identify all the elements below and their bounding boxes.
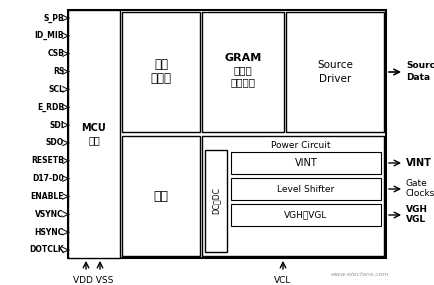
Text: S_PB: S_PB bbox=[43, 13, 64, 23]
Text: 晶振: 晶振 bbox=[154, 190, 168, 203]
Text: SDO: SDO bbox=[46, 139, 64, 147]
Bar bbox=[202, 136, 384, 256]
Bar bbox=[68, 10, 386, 258]
Text: Source: Source bbox=[406, 62, 434, 70]
Text: SCL: SCL bbox=[48, 85, 64, 94]
Text: 接口: 接口 bbox=[88, 135, 100, 145]
Bar bbox=[231, 152, 381, 174]
Bar bbox=[286, 12, 384, 132]
Text: VINT: VINT bbox=[406, 158, 432, 168]
Text: Level Shifter: Level Shifter bbox=[277, 184, 335, 194]
Text: 地址: 地址 bbox=[154, 58, 168, 72]
Text: ENABLE: ENABLE bbox=[30, 192, 64, 201]
Text: Clocks: Clocks bbox=[406, 190, 434, 198]
Text: （图像: （图像 bbox=[233, 65, 253, 75]
Text: ID_MIB: ID_MIB bbox=[34, 31, 64, 40]
Text: VGL: VGL bbox=[406, 215, 426, 225]
Bar bbox=[122, 12, 200, 132]
Text: VGH: VGH bbox=[406, 205, 428, 215]
Text: 存储器）: 存储器） bbox=[230, 77, 256, 87]
Text: DOTCLK: DOTCLK bbox=[30, 245, 64, 255]
Text: Source: Source bbox=[317, 60, 353, 70]
Text: D17-D0: D17-D0 bbox=[32, 174, 64, 183]
Bar bbox=[205, 150, 227, 252]
Text: RESETB: RESETB bbox=[31, 156, 64, 165]
Text: 发生器: 发生器 bbox=[151, 72, 171, 86]
Bar bbox=[202, 12, 284, 132]
Text: RS: RS bbox=[53, 67, 64, 76]
Text: E_RDB: E_RDB bbox=[37, 103, 64, 112]
Text: VGH，VGL: VGH，VGL bbox=[284, 211, 328, 219]
Text: CSB: CSB bbox=[47, 49, 64, 58]
Text: VDD VSS: VDD VSS bbox=[73, 276, 113, 285]
Text: DC－DC: DC－DC bbox=[211, 188, 220, 214]
Text: SDI: SDI bbox=[49, 121, 64, 130]
Text: VSYNC: VSYNC bbox=[35, 210, 64, 219]
Text: Data: Data bbox=[406, 74, 430, 82]
Text: www.elecfans.com: www.elecfans.com bbox=[331, 272, 389, 277]
Text: Power Circuit: Power Circuit bbox=[271, 141, 331, 150]
Text: VINT: VINT bbox=[295, 158, 317, 168]
Text: MCU: MCU bbox=[82, 123, 106, 133]
Bar bbox=[231, 204, 381, 226]
Bar bbox=[231, 178, 381, 200]
Text: Driver: Driver bbox=[319, 74, 351, 84]
Text: GRAM: GRAM bbox=[224, 53, 262, 63]
Text: Gate: Gate bbox=[406, 180, 428, 188]
Text: VCL: VCL bbox=[274, 276, 292, 285]
Text: HSYNC: HSYNC bbox=[35, 228, 64, 237]
Bar bbox=[122, 136, 200, 256]
Bar bbox=[68, 10, 120, 258]
